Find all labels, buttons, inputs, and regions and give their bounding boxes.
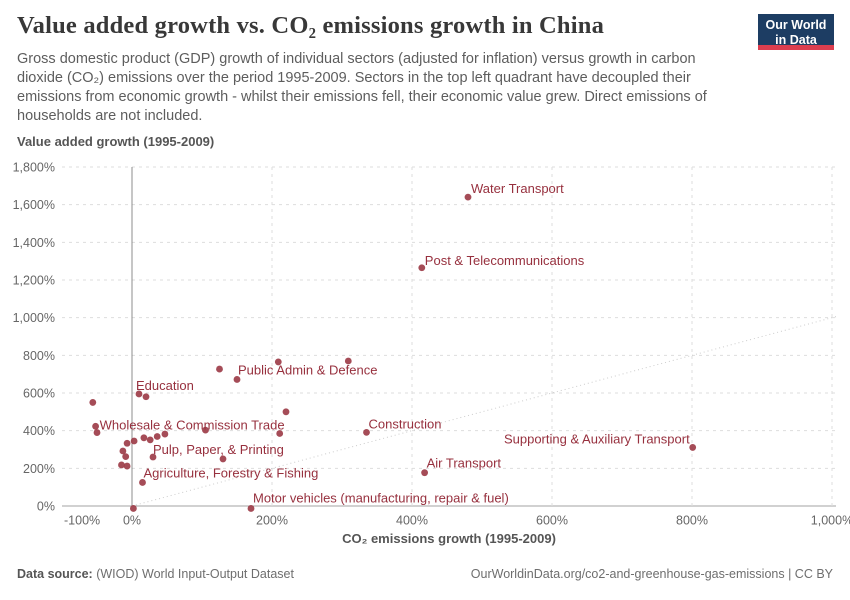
x-tick-label: 600% — [536, 514, 568, 528]
point-label[interactable]: Wholesale & Commission Trade — [100, 417, 285, 432]
data-point[interactable] — [93, 429, 101, 436]
y-axis-title: Value added growth (1995-2009) — [17, 134, 215, 149]
y-tick-label: 1,800% — [13, 161, 55, 175]
data-point[interactable] — [421, 469, 428, 477]
point-label[interactable]: Water Transport — [471, 181, 564, 196]
owid-logo-line2: in Data — [775, 32, 817, 47]
data-point[interactable] — [89, 399, 97, 406]
data-source-value: (WIOD) World Input-Output Dataset — [92, 567, 294, 581]
point-label[interactable]: Public Admin & Defence — [238, 362, 377, 377]
data-point[interactable] — [123, 439, 131, 447]
point-label[interactable]: Supporting & Auxiliary Transport — [504, 431, 690, 446]
data-point[interactable] — [142, 393, 150, 401]
data-point[interactable] — [276, 430, 284, 437]
point-label[interactable]: Post & Telecommunications — [425, 253, 585, 268]
x-tick-label: 400% — [396, 514, 428, 528]
data-point[interactable] — [118, 461, 125, 469]
data-point[interactable] — [146, 436, 154, 444]
data-point[interactable] — [363, 428, 370, 436]
y-tick-label: 1,200% — [13, 274, 55, 288]
data-point[interactable] — [219, 455, 227, 463]
x-axis-title: CO₂ emissions growth (1995-2009) — [342, 531, 556, 546]
point-label[interactable]: Air Transport — [427, 456, 502, 471]
data-point[interactable] — [130, 505, 137, 512]
owid-logo-line1: Our World — [765, 18, 827, 32]
y-tick-label: 800% — [23, 349, 55, 363]
chart-subtitle: Gross domestic product (GDP) growth of i… — [17, 51, 707, 124]
parity-line — [131, 316, 837, 507]
data-source-label: Data source: — [17, 567, 93, 581]
point-label[interactable]: Pulp, Paper, & Printing — [153, 442, 284, 457]
y-tick-label: 1,600% — [13, 198, 55, 212]
point-label[interactable]: Agriculture, Forestry & Fishing — [144, 465, 319, 480]
data-point[interactable] — [139, 479, 146, 486]
y-tick-label: 400% — [23, 424, 55, 438]
data-point[interactable] — [92, 422, 99, 430]
data-point[interactable] — [233, 376, 241, 383]
data-point[interactable] — [689, 444, 697, 451]
data-point[interactable] — [274, 358, 282, 366]
point-label[interactable]: Construction — [369, 416, 442, 431]
data-point[interactable] — [247, 505, 255, 512]
y-tick-label: 0% — [37, 500, 55, 514]
x-tick-label: -100% — [64, 514, 100, 528]
data-point[interactable] — [122, 453, 130, 461]
data-point[interactable] — [161, 430, 169, 438]
data-point[interactable] — [418, 264, 426, 272]
data-point[interactable] — [123, 462, 131, 470]
x-tick-label: 0% — [123, 514, 141, 528]
chart-title: Value added growth vs. CO₂ emissions gro… — [17, 12, 605, 39]
y-tick-label: 200% — [23, 462, 55, 476]
data-point[interactable] — [216, 365, 223, 373]
data-point[interactable] — [119, 447, 127, 455]
data-point[interactable] — [282, 408, 290, 416]
data-point[interactable] — [464, 193, 472, 201]
footer-link[interactable]: OurWorldinData.org/co2-and-greenhouse-ga… — [470, 567, 833, 581]
data-point[interactable] — [202, 426, 209, 434]
y-tick-label: 600% — [23, 387, 55, 401]
data-point[interactable] — [153, 433, 161, 440]
data-point[interactable] — [344, 357, 352, 365]
x-tick-label: 1,000% — [811, 514, 850, 528]
y-tick-label: 1,400% — [13, 236, 55, 250]
point-label[interactable]: Education — [136, 378, 194, 393]
data-point[interactable] — [149, 453, 157, 461]
y-tick-label: 1,000% — [13, 311, 55, 325]
data-point[interactable] — [140, 434, 148, 442]
data-point[interactable] — [130, 437, 138, 445]
x-tick-label: 800% — [676, 514, 708, 528]
data-source: Data source: (WIOD) World Input-Output D… — [17, 567, 294, 581]
x-tick-label: 200% — [256, 514, 288, 528]
data-point[interactable] — [135, 390, 143, 398]
owid-logo[interactable]: Our World in Data — [758, 14, 834, 50]
point-label[interactable]: Motor vehicles (manufacturing, repair & … — [253, 490, 509, 505]
